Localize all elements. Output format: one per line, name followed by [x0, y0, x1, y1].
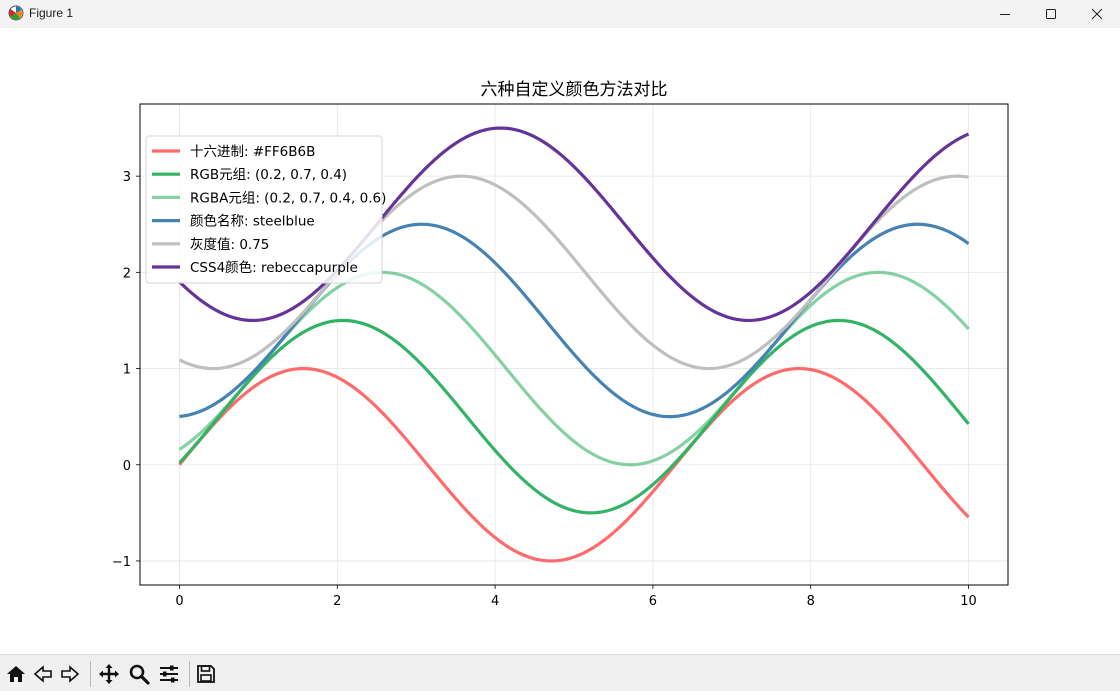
axes-frame	[139, 103, 1009, 586]
x-tick-label: 2	[333, 594, 341, 609]
magnifier-icon	[129, 664, 150, 685]
y-tick-label: 2	[123, 266, 131, 281]
navigation-toolbar	[0, 654, 1120, 691]
forward-button[interactable]	[57, 661, 83, 687]
legend-label: 十六进制: #FF6B6B	[190, 144, 315, 160]
sliders-icon	[160, 665, 178, 683]
x-tick-label: 4	[491, 594, 499, 609]
x-tick-label: 8	[807, 594, 815, 609]
maximize-icon	[1046, 9, 1056, 19]
toolbar-separator	[189, 661, 190, 687]
legend-label: 灰度值: 0.75	[190, 237, 269, 253]
axis-ticks: 0 2 4 6 8 10 −1 0 1 2 3	[112, 170, 977, 609]
back-button[interactable]	[30, 661, 56, 687]
legend-label: CSS4颜色: rebeccapurple	[190, 259, 358, 276]
chart: 0 2 4 6 8 10 −1 0 1 2 3 六种自定义颜色方法对比 十六进制: #FF6B6B R…	[112, 80, 1009, 609]
legend-label: 颜色名称: steelblue	[190, 213, 315, 230]
chart-title: 六种自定义颜色方法对比	[481, 80, 668, 100]
home-icon	[7, 666, 25, 682]
figure-canvas[interactable]: 0 2 4 6 8 10 −1 0 1 2 3 六种自定义颜色方法对比 十六进制: #FF6B6B R…	[0, 28, 1120, 654]
zoom-button[interactable]	[126, 661, 152, 687]
move-icon	[99, 664, 119, 684]
legend-box	[145, 135, 383, 284]
window-title: Figure 1	[29, 6, 74, 20]
series-lines	[178, 126, 970, 563]
series-line-2	[178, 318, 970, 515]
y-tick-label: 0	[123, 459, 131, 474]
grid	[140, 104, 1008, 585]
x-tick-label: 0	[175, 594, 183, 609]
maximize-button[interactable]	[1028, 0, 1074, 28]
save-button[interactable]	[193, 661, 219, 687]
series-line-3	[178, 270, 970, 467]
y-tick-label: 3	[123, 170, 131, 185]
matplotlib-icon	[8, 5, 24, 21]
y-tick-label: −1	[112, 555, 131, 570]
close-button[interactable]	[1074, 0, 1120, 28]
series-line-6	[178, 126, 970, 323]
arrow-left-icon	[33, 665, 52, 683]
floppy-disk-icon	[197, 665, 215, 683]
pan-button[interactable]	[96, 661, 122, 687]
x-tick-label: 10	[960, 594, 977, 609]
arrow-right-icon	[61, 665, 80, 683]
y-tick-label: 1	[123, 363, 131, 378]
home-button[interactable]	[3, 661, 29, 687]
close-icon	[1091, 8, 1103, 20]
legend-label: RGBA元组: (0.2, 0.7, 0.4, 0.6)	[190, 190, 386, 206]
x-tick-label: 6	[649, 594, 657, 609]
legend-label: RGB元组: (0.2, 0.7, 0.4)	[190, 167, 347, 183]
configure-subplots-button[interactable]	[156, 661, 182, 687]
minimize-button[interactable]	[982, 0, 1028, 28]
series-line-1	[178, 366, 970, 563]
minimize-icon	[1000, 14, 1010, 15]
toolbar-separator	[90, 661, 91, 687]
window-titlebar: Figure 1	[0, 0, 1120, 29]
legend: 十六进制: #FF6B6B RGB元组: (0.2, 0.7, 0.4) RGBA元…	[145, 135, 386, 284]
